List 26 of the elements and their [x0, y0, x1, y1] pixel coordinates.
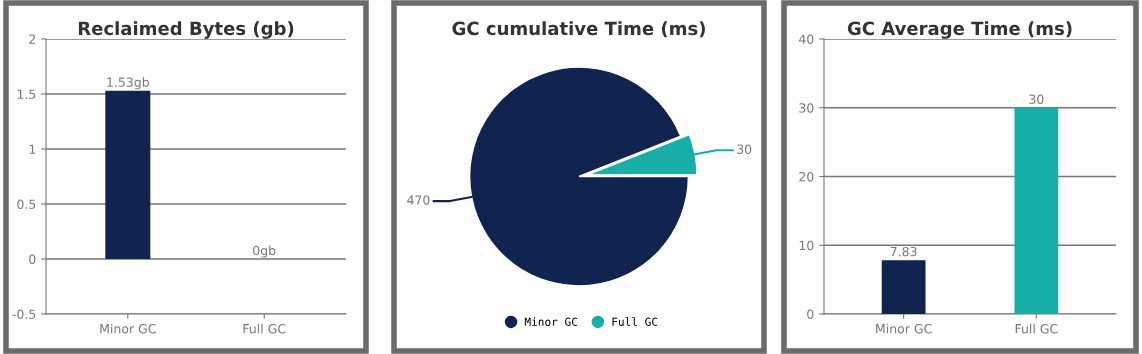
y-tick-label: 10 — [799, 240, 814, 251]
y-tick-label: 0 — [807, 309, 814, 319]
y-tick-label: 20 — [799, 171, 814, 182]
legend-label: Full GC — [612, 317, 658, 326]
y-tick-label: 1.5 — [17, 89, 36, 99]
chart-title: GC cumulative Time (ms) — [452, 21, 705, 38]
data-label: 0gb — [253, 245, 276, 258]
y-tick-label: 40 — [798, 34, 814, 44]
x-tick-label: Full GC — [243, 323, 286, 334]
y-tick-label: 30 — [799, 103, 814, 113]
y-tick-label: 1 — [29, 144, 36, 154]
y-tick-label: 0 — [29, 254, 36, 264]
data-label: 30 — [1029, 94, 1044, 104]
y-tick-label: -0.5 — [12, 309, 36, 319]
data-label: 7.83 — [890, 246, 917, 257]
x-tick-label: Minor GC — [100, 323, 156, 334]
data-label: 30 — [737, 144, 752, 154]
legend-label: Minor GC — [524, 317, 578, 326]
x-tick-label: Full GC — [1015, 323, 1058, 334]
y-tick-label: 2 — [29, 34, 36, 44]
data-label: 1.53gb — [107, 77, 149, 90]
chart-title: GC Average Time (ms) — [847, 21, 1072, 39]
y-tick-label: 0.5 — [17, 199, 36, 209]
x-tick-label: Minor GC — [876, 323, 932, 334]
data-label: 470 — [407, 195, 430, 205]
chart-title: Reclaimed Bytes (gb) — [78, 21, 294, 39]
